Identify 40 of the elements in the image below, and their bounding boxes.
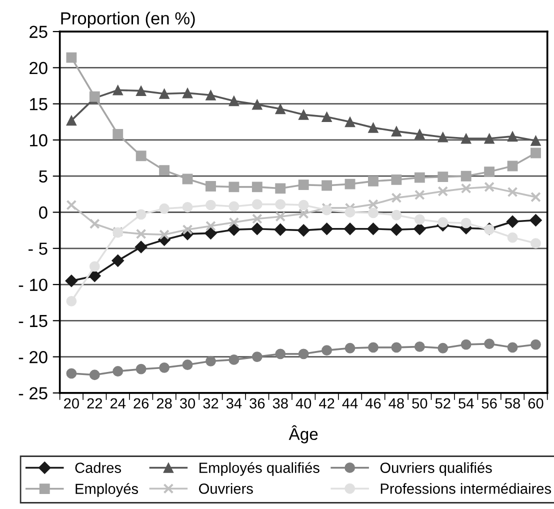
y-tick-label: - 20 [18,350,48,364]
x-tick-label: 26 [134,398,149,409]
y-tick-label: - 10 [18,278,48,291]
x-tick-label: 44 [342,398,358,408]
y-tick-label: 25 [30,26,48,38]
y-tick-label: - 5 [28,242,48,255]
y-tick-label: 20 [30,62,48,74]
x-tick-label: 54 [458,398,474,409]
y-axis-title: Proportion (en %) [61,12,195,28]
x-tick-label: 36 [250,398,265,409]
x-tick-label: 32 [203,398,218,409]
x-tick-label: 24 [110,398,126,408]
legend-label: Employés [76,483,138,497]
x-tick-label: 30 [180,398,196,409]
y-tick-label: - 15 [18,315,48,328]
x-tick-label: 34 [226,398,242,409]
x-tick-label: 46 [365,398,381,409]
x-axis-title: Âge [288,425,318,444]
x-tick-label: 58 [505,398,520,409]
x-tick-label: 48 [388,398,404,409]
x-tick-label: 38 [272,398,288,409]
legend-label: Cadres [75,462,122,473]
y-tick-label: 5 [39,170,48,183]
x-tick-label: 56 [482,398,497,409]
x-tick-label: 52 [435,398,450,409]
legend-label: Professions intermédiaires [380,482,552,494]
x-tick-label: 28 [156,398,172,409]
legend-label: Ouvriers qualifiés [380,462,492,476]
y-tick-label: - 25 [18,387,48,400]
y-tick-label: 15 [30,98,48,110]
x-tick-label: 40 [296,398,312,409]
x-tick-label: 20 [64,398,79,409]
x-tick-label: 60 [528,398,544,409]
x-tick-label: 22 [87,398,102,408]
legend-label: Ouvriers [199,483,253,494]
y-tick-label: 0 [39,206,48,219]
x-tick-label: 42 [319,398,334,408]
x-tick-label: 50 [412,398,428,409]
y-tick-label: 10 [30,134,48,146]
legend-label: Employés qualifiés [200,462,320,476]
